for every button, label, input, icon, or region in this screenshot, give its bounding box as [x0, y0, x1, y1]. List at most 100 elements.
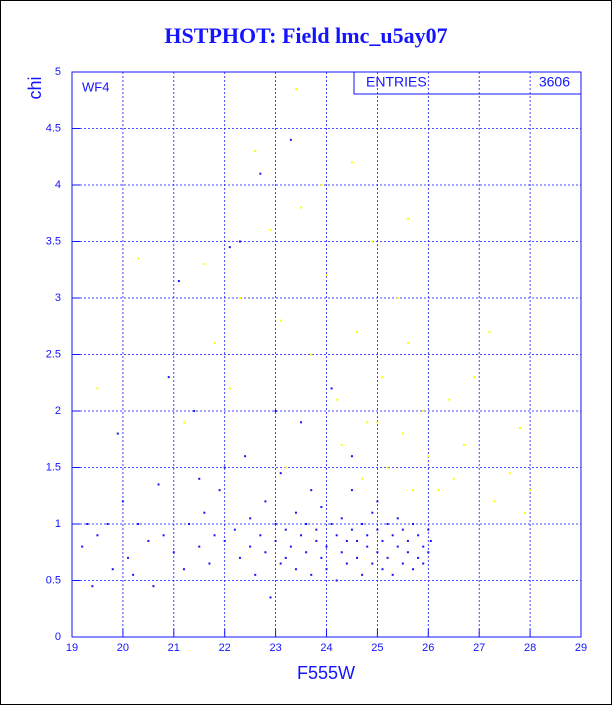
point — [310, 489, 313, 492]
point — [473, 376, 476, 379]
point — [366, 421, 369, 424]
x-tick-label: 22 — [219, 642, 231, 654]
x-tick-label: 21 — [168, 642, 180, 654]
point — [121, 500, 124, 503]
point — [356, 556, 359, 559]
point — [284, 556, 287, 559]
point — [249, 545, 252, 548]
point — [279, 472, 282, 475]
point — [269, 229, 272, 232]
point — [182, 421, 185, 424]
point — [401, 562, 404, 565]
point — [233, 528, 236, 531]
point — [371, 240, 374, 243]
point — [350, 161, 353, 164]
point — [366, 534, 369, 537]
point — [376, 421, 379, 424]
point — [361, 523, 364, 525]
point — [264, 551, 267, 554]
point — [279, 319, 282, 322]
point — [320, 184, 323, 186]
point — [203, 511, 206, 514]
point — [376, 500, 379, 503]
point — [325, 568, 328, 571]
point — [274, 539, 277, 542]
point — [376, 551, 379, 554]
point — [406, 539, 409, 542]
point — [310, 353, 313, 356]
point — [137, 523, 140, 525]
point — [106, 523, 109, 525]
point — [284, 466, 287, 469]
point — [386, 556, 389, 559]
point — [417, 534, 420, 537]
y-tick-label: 5 — [55, 66, 61, 78]
point — [244, 455, 247, 458]
point — [167, 376, 170, 379]
point — [371, 562, 374, 565]
point — [488, 330, 491, 333]
point — [305, 551, 308, 554]
point — [406, 551, 409, 554]
point — [300, 421, 303, 424]
point — [269, 596, 272, 599]
point — [406, 217, 409, 220]
point — [437, 489, 440, 492]
point — [417, 556, 420, 559]
point — [401, 432, 404, 435]
point — [218, 489, 221, 492]
x-tick-label: 23 — [269, 642, 281, 654]
point — [238, 297, 241, 299]
point — [259, 534, 262, 537]
point — [345, 562, 348, 565]
point — [315, 528, 318, 531]
point — [493, 500, 496, 503]
point — [249, 517, 252, 520]
point — [223, 466, 226, 469]
point — [391, 573, 394, 576]
point — [518, 426, 521, 429]
y-axis-label: chi — [25, 76, 45, 99]
point — [279, 562, 282, 565]
point — [325, 545, 328, 548]
x-tick-label: 24 — [320, 642, 332, 654]
point — [238, 556, 241, 559]
point — [116, 432, 119, 435]
point — [376, 528, 379, 531]
point — [198, 545, 201, 548]
point — [361, 477, 364, 480]
point — [340, 517, 343, 520]
point — [412, 568, 415, 571]
point — [264, 500, 267, 503]
point — [198, 477, 201, 480]
point — [320, 556, 323, 559]
point — [254, 150, 257, 153]
point — [350, 455, 353, 458]
point — [412, 523, 415, 525]
point — [412, 489, 415, 492]
point — [356, 330, 359, 333]
point — [422, 545, 425, 548]
point — [350, 489, 353, 492]
point — [391, 534, 394, 537]
point — [208, 562, 211, 565]
point — [508, 472, 511, 475]
point — [294, 87, 297, 90]
point — [386, 466, 389, 469]
point — [177, 280, 180, 283]
point — [320, 506, 323, 509]
chart-title: HSTPHOT: Field lmc_u5ay07 — [164, 23, 447, 48]
point — [427, 528, 430, 531]
point — [111, 568, 114, 571]
y-tick-label: 2 — [55, 405, 61, 417]
point — [422, 562, 425, 565]
point — [305, 523, 308, 525]
point — [396, 545, 399, 548]
point — [315, 539, 318, 542]
y-tick-label: 4 — [55, 179, 61, 191]
point — [529, 489, 532, 492]
point — [381, 568, 384, 571]
point — [335, 579, 338, 582]
